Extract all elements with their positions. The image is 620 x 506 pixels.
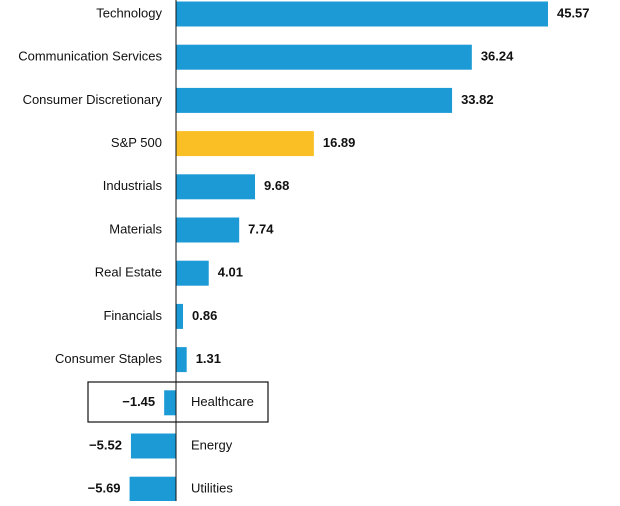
bar	[176, 44, 472, 70]
value-label: 0.86	[192, 308, 217, 323]
value-label: 9.68	[264, 178, 289, 193]
category-label: Industrials	[103, 178, 163, 193]
category-label: Communication Services	[18, 49, 162, 64]
category-label: Technology	[96, 5, 162, 20]
value-label: 36.24	[481, 49, 514, 64]
bar	[176, 260, 209, 286]
category-label: Healthcare	[191, 394, 254, 409]
value-label: 45.57	[557, 5, 590, 20]
category-label: Consumer Discretionary	[23, 92, 163, 107]
category-label: Real Estate	[95, 265, 162, 280]
value-label: −5.52	[89, 437, 122, 452]
bar	[176, 174, 256, 200]
bar	[176, 131, 314, 157]
bar	[176, 87, 453, 113]
bar	[164, 390, 176, 416]
value-label: 1.31	[196, 351, 221, 366]
bar	[176, 217, 240, 243]
bar	[176, 1, 548, 27]
bar	[129, 476, 176, 502]
category-label: Materials	[109, 221, 162, 236]
highlight-box	[87, 381, 269, 423]
value-label: 4.01	[218, 265, 243, 280]
category-label: Financials	[103, 308, 162, 323]
category-label: Consumer Staples	[55, 351, 162, 366]
category-label: Energy	[191, 437, 233, 452]
bar	[176, 347, 187, 373]
value-label: −1.45	[122, 394, 155, 409]
value-label: −5.69	[88, 481, 121, 496]
value-label: 16.89	[323, 135, 356, 150]
bar	[130, 433, 176, 459]
value-label: 7.74	[248, 221, 274, 236]
value-label: 33.82	[461, 92, 494, 107]
bar	[176, 303, 184, 329]
category-label: S&P 500	[111, 135, 162, 150]
category-label: Utilities	[191, 481, 233, 496]
